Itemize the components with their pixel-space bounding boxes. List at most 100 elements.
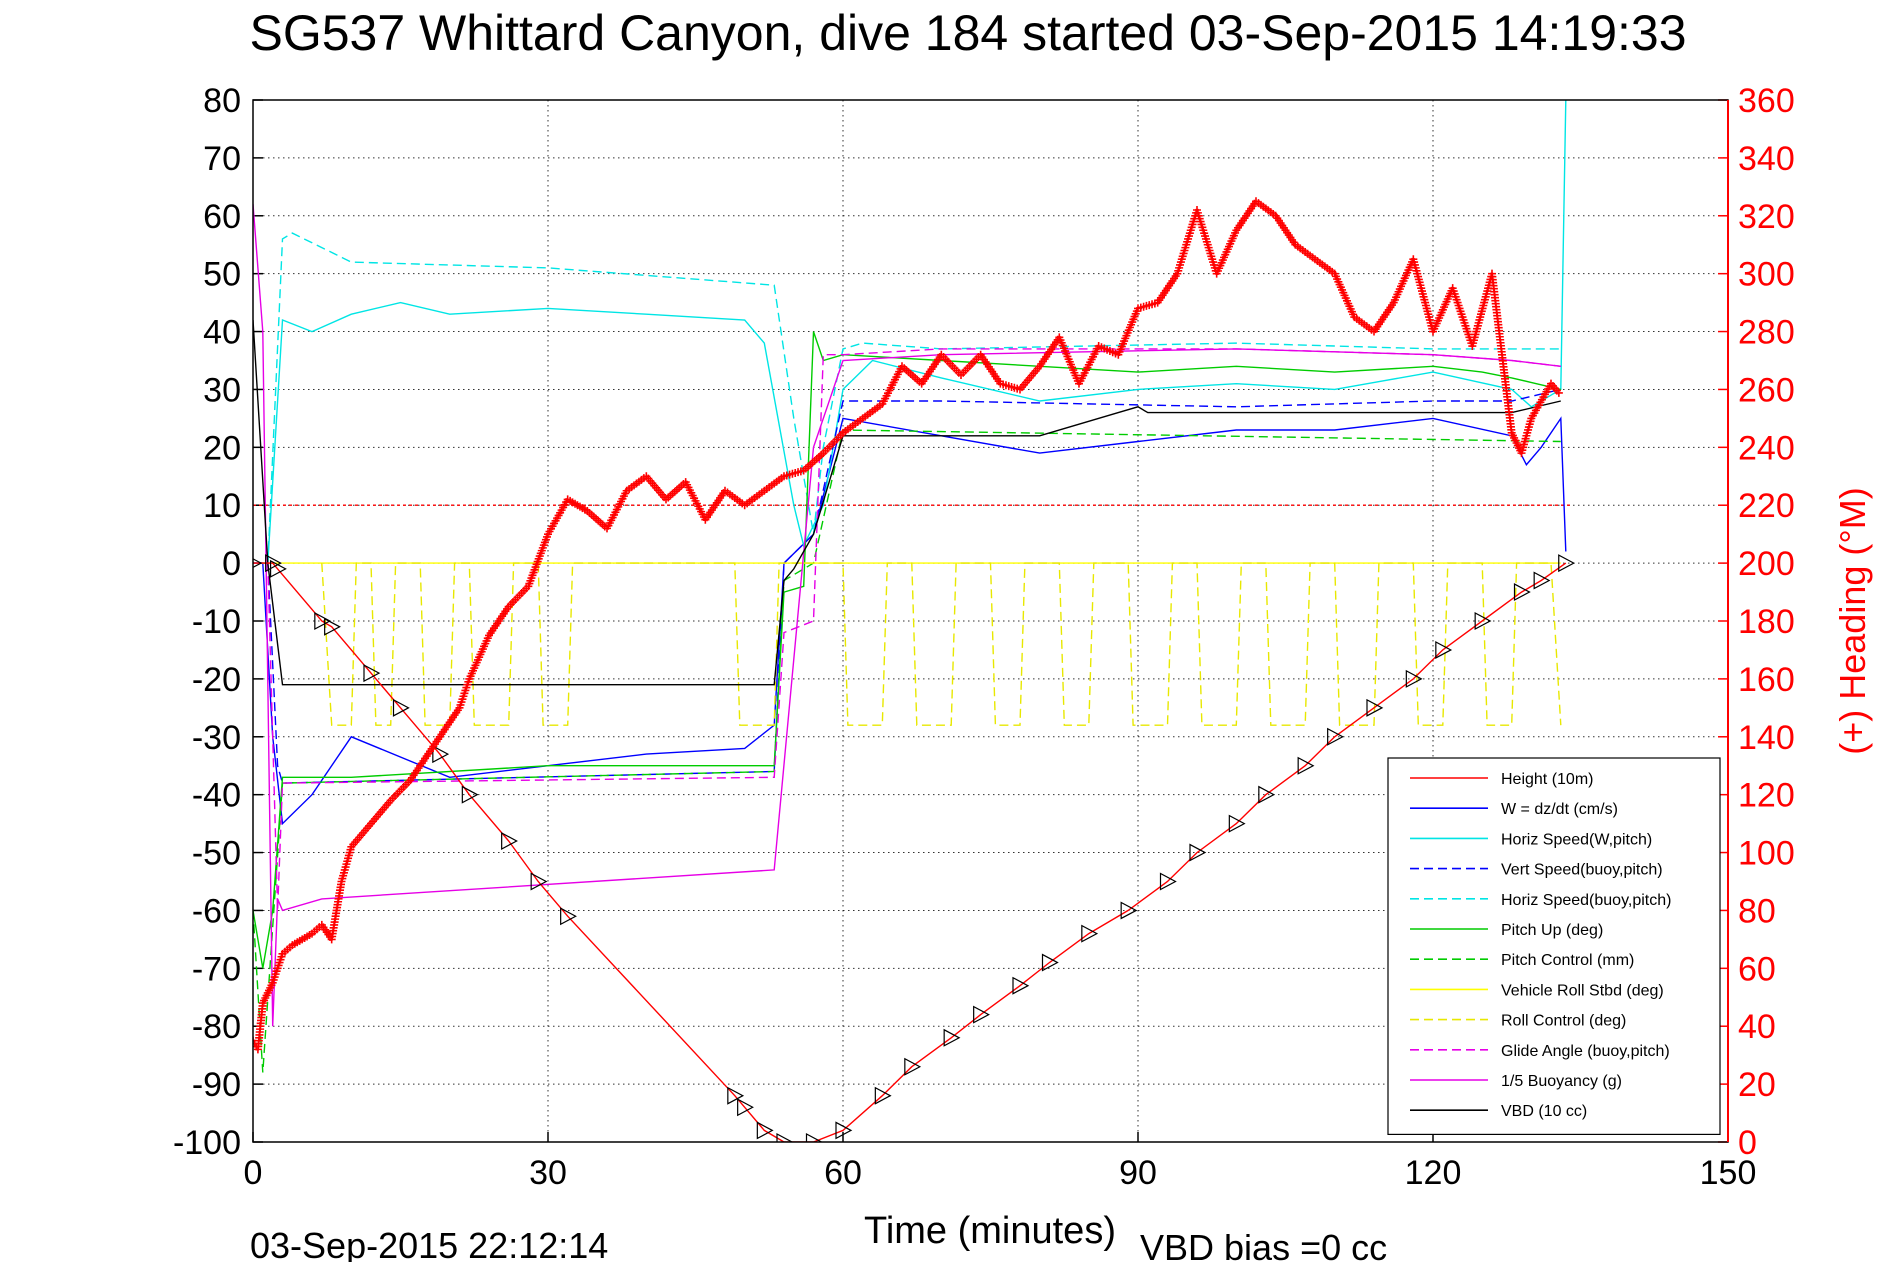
y2-tick-label: 100 [1738,835,1795,873]
depth-marker [314,612,332,630]
legend-label-1-5-buoyancy-g: 1/5 Buoyancy (g) [1501,1073,1622,1090]
y2-tick-label: 180 [1738,603,1795,641]
y-tick-label: 80 [203,82,241,120]
y2-tick-label: 340 [1738,140,1795,178]
footer-timestamp: 03-Sep-2015 22:12:14 [250,1225,608,1262]
y2-tick-label: 240 [1738,429,1795,467]
y2-tick-label: 60 [1738,950,1776,988]
depth-marker [501,831,518,850]
depth-marker [1012,976,1030,995]
y-tick-label: -90 [192,1066,241,1104]
series-line-vbd-10-cc [253,319,1561,686]
depth-marker [1405,669,1423,688]
y2-axis-ticks: 3603403203002802602402202001801601401201… [1718,82,1795,1162]
x-tick-label: 30 [529,1154,567,1192]
y-tick-label: -30 [192,719,241,757]
y-tick-label: 70 [203,140,241,178]
vbd-bias-label: VBD bias =0 cc [1140,1227,1387,1262]
depth-marker [1120,901,1138,920]
legend-label-roll-control-deg: Roll Control (deg) [1501,1013,1626,1030]
y-tick-label: 30 [203,371,241,409]
legend-label-horiz-speed-w-pitch: Horiz Speed(W,pitch) [1501,831,1652,848]
series-line-depth-profile [253,562,1567,1142]
y2-tick-label: 320 [1738,198,1795,236]
depth-marker [904,1057,922,1076]
legend-box [1387,757,1721,1135]
depth-marker [265,554,282,573]
series-line-glide-angle-buoy-pitch [253,348,1561,911]
series-line-pitch-control-mm [253,429,1561,1073]
depth-marker [1297,756,1315,775]
x-tick-label: 120 [1405,1154,1462,1192]
y2-tick-label: 280 [1738,314,1795,352]
y-tick-label: -100 [173,1124,241,1162]
y-tick-label: 10 [203,487,241,525]
y2-tick-label: 80 [1738,892,1776,930]
depth-marker [727,1086,745,1105]
depth-marker [1228,814,1246,833]
legend: Height (10m) W = dz/dt (cm/s) Horiz Speed(… [1387,757,1721,1135]
series-group [253,100,1576,1142]
depth-marker [1366,698,1384,717]
depth-marker [392,698,410,717]
y2-tick-label: 220 [1738,487,1795,525]
heading-marker [1554,388,1563,397]
depth-marker [324,617,341,636]
depth-marker [776,1133,794,1142]
depth-marker [1558,554,1576,573]
legend-label-pitch-control-mm: Pitch Control (mm) [1501,952,1634,969]
series-line-1-5-buoyancy-g [253,204,1561,1027]
y-tick-label: -70 [192,950,241,988]
y-tick-label: 20 [203,429,241,467]
depth-marker [943,1028,961,1047]
x-tick-label: 150 [1700,1154,1757,1192]
legend-label-horiz-speed-buoy-pitch: Horiz Speed(buoy,pitch) [1501,892,1671,909]
series-line-horiz-speed-w-pitch [253,100,1567,564]
y-tick-label: -20 [192,661,241,699]
depth-marker [1258,785,1276,804]
y-tick-label: 60 [203,198,241,236]
y-tick-label: -50 [192,835,241,873]
y2-tick-label: 20 [1738,1066,1776,1104]
depth-marker [432,745,450,764]
depth-marker [363,664,381,683]
legend-label-vehicle-roll-stbd-deg: Vehicle Roll Stbd (deg) [1501,982,1664,999]
y-tick-label: -60 [192,892,241,930]
x-axis-label: Time (minutes) [864,1210,1116,1252]
y-tick-label: 40 [203,314,241,352]
y-tick-label: 50 [203,256,241,294]
chart-title: SG537 Whittard Canyon, dive 184 started … [249,5,1686,61]
depth-marker [756,1121,774,1140]
legend-label-vbd-10-cc: VBD (10 cc) [1501,1103,1587,1120]
depth-marker [1041,953,1059,972]
legend-label-vert-speed-buoy-pitch: Vert Speed(buoy,pitch) [1501,862,1663,879]
depth-marker [1081,924,1099,943]
depth-marker [874,1086,892,1105]
y-tick-label: -40 [192,777,241,815]
y2-tick-label: 260 [1738,371,1795,409]
y-tick-label: -10 [192,603,241,641]
y2-axis-label: (+) Heading (°M) [1832,487,1873,754]
y2-tick-label: 120 [1738,777,1795,815]
legend-label-height-10m: Height (10m) [1501,771,1593,788]
depth-marker [1189,843,1207,862]
depth-marker [1474,612,1492,630]
depth-marker [530,872,548,891]
y-axis-ticks: 80 70 60 50 40 30 20 10 0 -10 -20 -30 -40 -50 -60 -70 -8… [173,82,263,1162]
y2-tick-label: 300 [1738,256,1795,294]
y2-tick-label: 160 [1738,661,1795,699]
depth-marker [1159,872,1177,891]
depth-marker [1435,640,1453,659]
depth-marker [1533,571,1551,590]
series-line-vert-speed-buoy-pitch [253,388,1561,784]
depth-marker [973,1005,990,1024]
legend-label-w-dz-dt-cm-s: W = dz/dt (cm/s) [1501,801,1618,818]
y2-tick-label: 0 [1738,1124,1757,1162]
x-tick-label: 0 [244,1154,263,1192]
depth-marker [835,1121,853,1140]
y2-tick-label: 200 [1738,545,1795,583]
depth-marker [269,559,287,578]
depth-marker [461,785,479,804]
depth-marker [737,1098,754,1117]
